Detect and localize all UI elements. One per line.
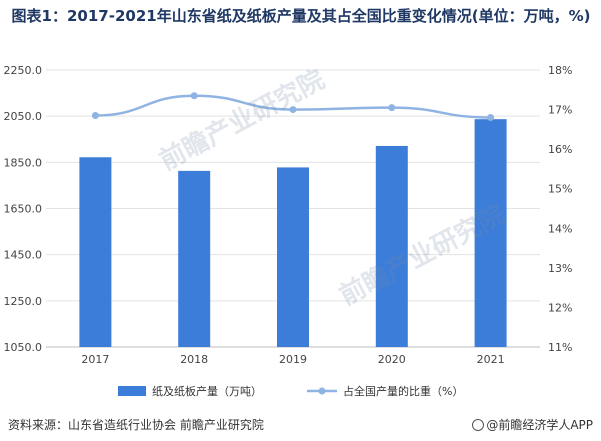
brand-label: @前瞻经济学人APP xyxy=(486,418,593,432)
y-right-tick-label: 17% xyxy=(548,104,572,117)
brand-logo-icon xyxy=(472,419,485,431)
y-right-tick-label: 12% xyxy=(548,301,572,314)
bar xyxy=(375,145,408,347)
y-left-tick-label: 2050.0 xyxy=(4,110,43,123)
line-point xyxy=(388,104,396,112)
line-point xyxy=(289,106,297,114)
line-point xyxy=(190,92,198,100)
bar xyxy=(277,167,309,347)
source-note: 资料来源：山东省造纸行业协会 前瞻产业研究院 xyxy=(8,418,264,432)
y-right-tick-label: 13% xyxy=(548,262,572,275)
y-left-tick-label: 1050.0 xyxy=(4,341,43,354)
x-tick-label: 2019 xyxy=(279,353,307,366)
legend-bar-label: 纸及纸板产量（万吨） xyxy=(152,384,262,398)
y-left-tick-label: 2250.0 xyxy=(4,64,43,77)
x-tick-label: 2020 xyxy=(378,353,406,366)
bar xyxy=(79,157,112,347)
legend-line-marker xyxy=(318,387,326,395)
y-left-tick-label: 1850.0 xyxy=(4,156,43,169)
x-tick-label: 2021 xyxy=(477,353,505,366)
line-point xyxy=(487,113,495,121)
line-point xyxy=(91,112,99,120)
legend-bar-swatch xyxy=(118,386,146,396)
y-left-tick-label: 1250.0 xyxy=(4,295,43,308)
y-right-tick-label: 16% xyxy=(548,143,572,156)
x-tick-label: 2018 xyxy=(180,353,208,366)
bar xyxy=(474,119,507,347)
legend-line-label: 占全国产量的比重（%） xyxy=(343,384,463,398)
bar xyxy=(178,170,211,347)
y-right-tick-label: 11% xyxy=(548,341,572,354)
y-right-tick-label: 18% xyxy=(548,64,572,77)
brand-credit: @前瞻经济学人APP xyxy=(472,416,593,433)
chart-title: 图表1：2017-2021年山东省纸及纸板产量及其占全国比重变化情况(单位：万吨… xyxy=(11,7,591,25)
y-right-tick-label: 14% xyxy=(548,222,572,235)
y-right-tick-label: 15% xyxy=(548,183,572,196)
x-tick-label: 2017 xyxy=(81,353,109,366)
y-left-tick-label: 1450.0 xyxy=(4,249,43,262)
y-left-tick-label: 1650.0 xyxy=(4,203,43,216)
